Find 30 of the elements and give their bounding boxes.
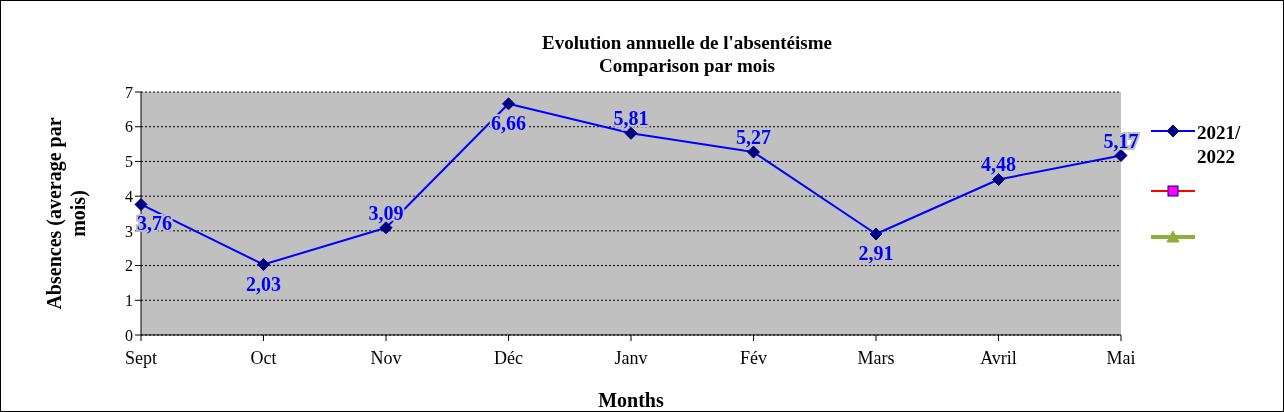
y-tick-label: 2 (125, 257, 133, 275)
y-tick-label: 7 (125, 83, 133, 101)
y-tick-label: 6 (125, 118, 133, 136)
y-tick-label: 5 (125, 153, 133, 171)
data-label: 3,09 (368, 201, 404, 224)
x-tick-label: Nov (370, 347, 402, 368)
legend-label: 2021/ 2022 (1197, 121, 1242, 169)
data-label: 2,91 (858, 241, 894, 264)
data-label: 3,76 (137, 212, 172, 235)
data-label: 5,27 (736, 126, 771, 149)
x-tick-label: Avril (980, 347, 1017, 368)
x-tick-label: Sept (124, 347, 158, 368)
data-label: 6,66 (491, 111, 526, 134)
data-label: 5,17 (1103, 129, 1139, 152)
x-tick-label: Mars (857, 347, 895, 368)
x-tick-label: Fév (740, 347, 767, 368)
x-axis-title: Months (598, 389, 664, 411)
chart-title: Evolution annuelle de l'absentéisme Comparison par mois (541, 31, 833, 77)
y-tick-label: 3 (125, 222, 133, 240)
y-tick-label: 0 (125, 326, 133, 344)
y-tick-label: 4 (125, 187, 133, 205)
x-tick-label: Oct (250, 347, 277, 368)
x-tick-label: Janv (614, 347, 648, 368)
data-label: 5,81 (613, 107, 649, 130)
x-tick-label: Mai (1106, 347, 1136, 368)
x-tick-label: Déc (494, 347, 523, 368)
y-axis-title: Absences (average par mois) (43, 117, 90, 310)
data-label: 2,03 (246, 272, 281, 295)
y-tick-label: 1 (125, 291, 133, 309)
data-label: 4,48 (981, 153, 1016, 176)
